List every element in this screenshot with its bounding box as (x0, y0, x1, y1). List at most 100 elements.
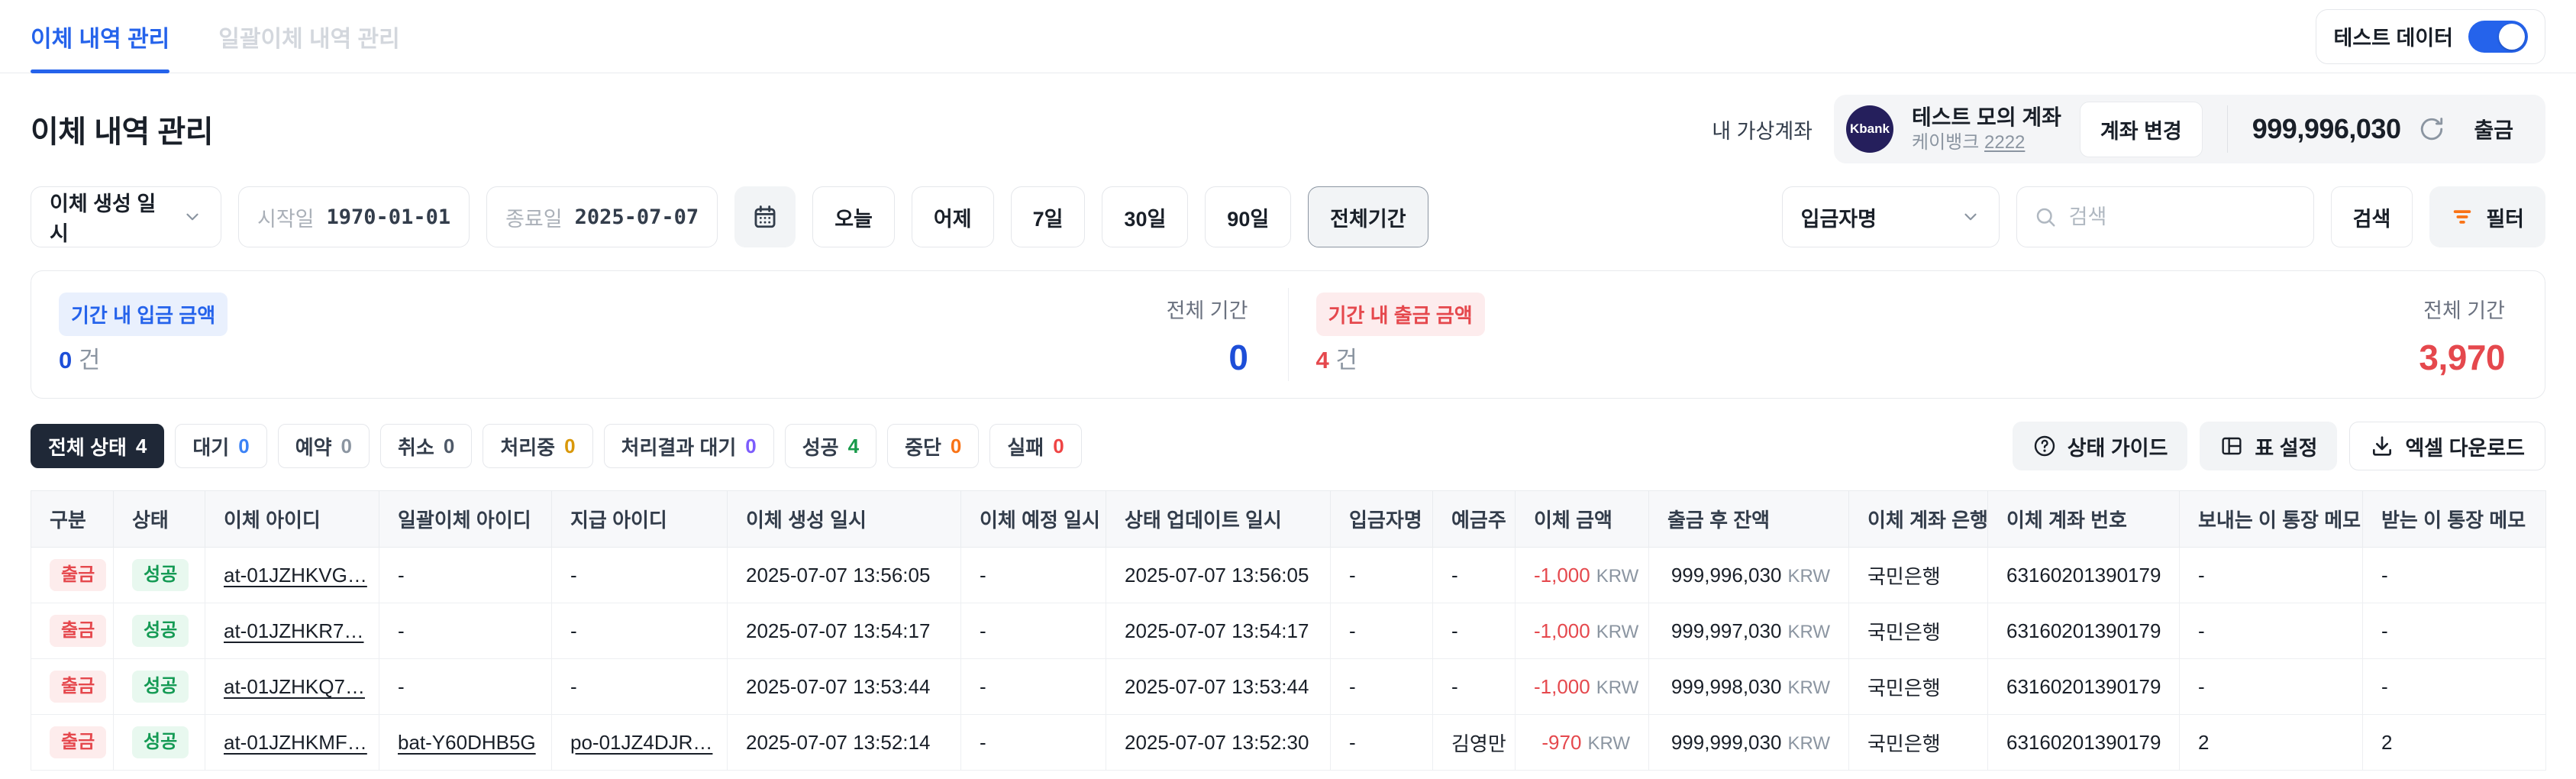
status-chip-count: 4 (847, 434, 860, 457)
status-guide-button[interactable]: 상태 가이드 (2012, 422, 2188, 470)
cell-sender-memo: - (2179, 658, 2363, 715)
currency-unit: KRW (1596, 565, 1639, 587)
deposit-summary: 기간 내 입금 금액 0 건 전체 기간 0 (31, 271, 1288, 398)
id-link[interactable]: at-01JZHKR7… (224, 619, 364, 642)
status-chip-label: 전체 상태 (48, 435, 127, 459)
status-chip[interactable]: 처리결과 대기 0 (603, 424, 774, 468)
amount-value: -1,000 (1534, 619, 1590, 642)
transfer-table-wrap: 구분 상태 이체 아이디 일괄이체 아이디 지급 아이디 이체 생성 일시 이체 예정 일시… (31, 490, 2546, 771)
cell-transfer-id: at-01JZHKVG… (205, 547, 379, 603)
status-chip-count: 0 (950, 434, 962, 457)
filter-button-label: 필터 (2486, 207, 2524, 231)
status-chip-label: 처리중 (500, 435, 556, 459)
search-icon (2034, 205, 2057, 228)
excel-download-button[interactable]: 엑셀 다운로드 (2349, 422, 2545, 470)
cell-balance: 999,998,030 KRW (1648, 658, 1849, 715)
cell-depositor: - (1330, 658, 1433, 715)
cell-account-no: 63160201390179 (1987, 714, 2180, 771)
tab[interactable]: 일괄이체 내역 관리 (218, 26, 400, 52)
status-chip[interactable]: 취소 0 (380, 424, 473, 468)
date-type-select[interactable]: 이체 생성 일시 (31, 186, 221, 247)
status-chip[interactable]: 성공 4 (784, 424, 877, 468)
status-chip[interactable]: 전체 상태 4 (31, 424, 165, 468)
column-header: 입금자명 (1330, 490, 1433, 548)
table-settings-button[interactable]: 표 설정 (2200, 422, 2338, 470)
id-link[interactable]: bat-Y60DHB5G (398, 730, 536, 754)
account-summary: 내 가상계좌 Kbank 테스트 모의 계좌 케이뱅크 2222 계좌 변경 9… (1712, 95, 2545, 163)
status-chip[interactable]: 처리중 0 (483, 424, 593, 468)
quick-range-button[interactable]: 30일 (1102, 186, 1189, 247)
end-date-input[interactable]: 종료일 2025-07-07 (486, 186, 718, 247)
transfer-table: 구분 상태 이체 아이디 일괄이체 아이디 지급 아이디 이체 생성 일시 이체 예정 일시… (31, 490, 2546, 771)
id-link[interactable]: at-01JZHKVG… (224, 563, 367, 587)
cell-depositor: - (1330, 603, 1433, 659)
status-badge: 성공 (132, 615, 189, 647)
quick-range-button[interactable]: 오늘 (812, 186, 895, 247)
column-header: 이체 계좌 번호 (1987, 490, 2180, 548)
quick-range-button[interactable]: 전체기간 (1308, 186, 1428, 247)
status-chip-count: 0 (238, 434, 250, 457)
status-chip[interactable]: 중단 0 (887, 424, 980, 468)
cell-sender-memo: - (2179, 547, 2363, 603)
cell-receiver-memo: - (2362, 547, 2546, 603)
status-chip-label: 성공 (802, 435, 839, 459)
cell-sender-memo: - (2179, 603, 2363, 659)
download-icon (2370, 434, 2394, 458)
status-chip[interactable]: 대기 0 (175, 424, 267, 468)
calendar-button[interactable] (734, 186, 796, 247)
table-row: 출금 성공 at-01JZHKVG… - -2025-07-07 13:56:05-20… (31, 547, 2546, 603)
cell-depositor: - (1330, 714, 1433, 771)
withdrawal-summary: 기간 내 출금 금액 4 건 전체 기간 3,970 (1289, 271, 2545, 398)
column-header: 상태 업데이트 일시 (1106, 490, 1331, 548)
column-header: 받는 이 통장 메모 (2362, 490, 2546, 548)
id-link[interactable]: po-01JZ4DJR… (570, 730, 713, 754)
cell-amount: -970 KRW (1515, 714, 1649, 771)
change-account-button[interactable]: 계좌 변경 (2079, 101, 2203, 157)
cell-holder: - (1432, 547, 1516, 603)
kbank-logo: Kbank (1846, 105, 1893, 153)
account-number-suffix[interactable]: 2222 (1984, 131, 2026, 153)
top-tab-bar: 이체 내역 관리 일괄이체 내역 관리 테스트 데이터 (0, 0, 2576, 73)
quick-range-button[interactable]: 어제 (911, 186, 994, 247)
table-header-row: 구분 상태 이체 아이디 일괄이체 아이디 지급 아이디 이체 생성 일시 이체 예정 일시… (31, 490, 2546, 548)
refresh-icon[interactable] (2419, 116, 2445, 142)
search-input[interactable] (2068, 205, 2297, 229)
status-chip[interactable]: 예약 0 (277, 424, 370, 468)
withdraw-button[interactable]: 출금 (2474, 118, 2513, 142)
deposit-total: 0 (1228, 338, 1248, 377)
status-chip[interactable]: 실패 0 (989, 424, 1082, 468)
search-button[interactable]: 검색 (2330, 186, 2413, 247)
status-chip-count: 4 (135, 434, 147, 457)
test-data-toggle[interactable] (2468, 20, 2528, 53)
filter-funnel-icon (2451, 205, 2474, 228)
table-row: 출금 성공 at-01JZHKQ7… - -2025-07-07 13:53:44-20… (31, 658, 2546, 715)
tab[interactable]: 이체 내역 관리 (31, 0, 170, 73)
column-header: 상태 (113, 490, 205, 548)
deposit-badge: 기간 내 입금 금액 (59, 293, 228, 336)
start-date-label: 시작일 (257, 207, 315, 231)
cell-updated-at: 2025-07-07 13:56:05 (1106, 547, 1331, 603)
start-date-input[interactable]: 시작일 1970-01-01 (238, 186, 470, 247)
currency-unit: KRW (1596, 621, 1639, 642)
filter-button[interactable]: 필터 (2429, 186, 2545, 247)
account-balance: 999,996,030 (2252, 113, 2401, 144)
deposit-period-label: 전체 기간 (1166, 299, 1248, 322)
cell-balance: 999,999,030 KRW (1648, 714, 1849, 771)
id-link[interactable]: at-01JZHKQ7… (224, 674, 365, 698)
quick-range-button[interactable]: 90일 (1205, 186, 1292, 247)
category-badge: 출금 (50, 615, 107, 647)
search-field-select[interactable]: 입금자명 (1781, 186, 2000, 247)
cell-category: 출금 (31, 658, 114, 715)
currency-unit: KRW (1787, 565, 1830, 587)
table-settings-label: 표 설정 (2255, 436, 2318, 460)
question-circle-icon (2032, 434, 2057, 458)
status-chip-count: 0 (443, 434, 455, 457)
id-link[interactable]: at-01JZHKMF… (224, 730, 367, 754)
cell-payout-id: - (551, 658, 728, 715)
status-chip-count: 0 (745, 434, 757, 457)
quick-range-buttons: 오늘 어제 7일 30일 90일 전체기간 (812, 186, 1428, 247)
cell-transfer-id: at-01JZHKQ7… (205, 658, 379, 715)
column-header: 지급 아이디 (551, 490, 728, 548)
quick-range-button[interactable]: 7일 (1010, 186, 1086, 247)
status-chip-label: 취소 (398, 435, 434, 459)
